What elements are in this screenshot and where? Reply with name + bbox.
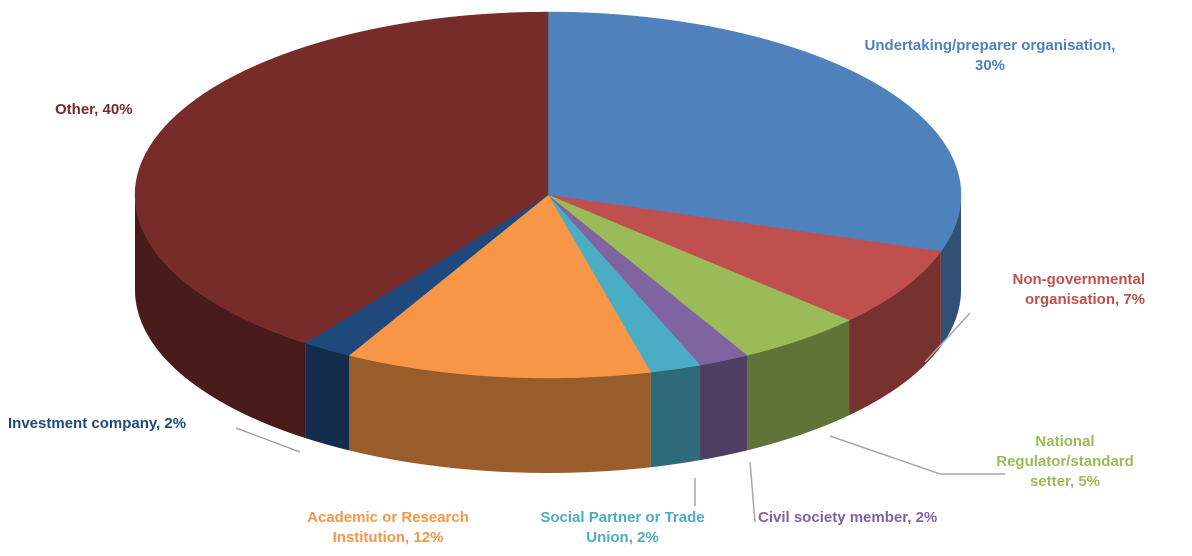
pie-slice-side-shade [650,365,701,468]
data-label: Civil society member, 2% [758,509,938,526]
pie-slice [134,11,549,344]
leader-line [924,312,971,363]
pie-slice-side [349,355,651,474]
pie-slice-side-shade [940,195,961,347]
data-label: Other, 40% [55,101,133,118]
pie-slice [547,194,942,321]
leader-line [749,461,756,523]
data-label: National Regulator/standard setter, 5% [996,433,1134,490]
pie-slice-side-shade [700,355,747,461]
pie-slice-side [940,195,961,347]
pie-slice-side [700,355,747,461]
pie-slice-side [134,195,306,439]
pie-slice-side-shade [134,195,306,439]
pie-slice-side-shade [349,355,651,474]
pie-tops [134,11,962,379]
pie-slice-side [849,251,941,416]
pie-slice [547,11,962,252]
data-label: Academic or Research Institution, 12% [307,509,469,546]
leader-line [829,435,1005,475]
data-label: Undertaking/preparer organisation, 30% [864,37,1116,74]
pie-slice-side-shade [746,320,850,451]
leader-line [235,427,301,453]
data-label: Investment company, 2% [8,415,187,432]
leader-lines [235,312,1005,523]
data-label: Social Partner or Trade Union, 2% [540,509,705,546]
pie-sides [134,195,961,474]
data-label: Non-governmental organisation, 7% [1012,271,1145,308]
pie-slice-side-shade [305,343,350,451]
pie-slice-side-shade [849,251,941,416]
pie-slice [348,194,652,379]
pie-slice-side [650,365,701,468]
pie-slice-side [746,320,850,451]
pie-slice-side [305,343,350,451]
